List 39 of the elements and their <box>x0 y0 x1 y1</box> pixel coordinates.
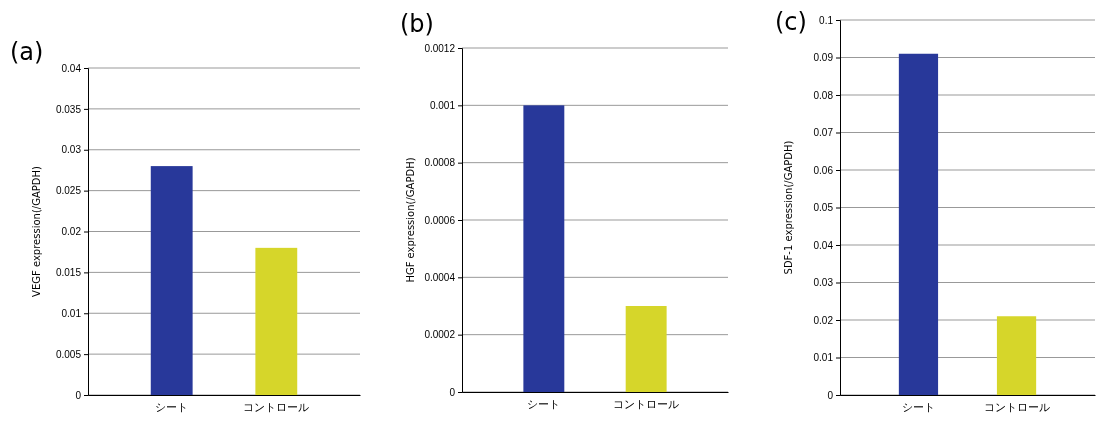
y-tick-label: 0 <box>449 386 456 398</box>
y-tick-label: 0.1 <box>819 14 834 26</box>
y-tick-label: 0.09 <box>813 52 834 64</box>
y-tick-label: 0.05 <box>813 202 834 214</box>
y-tick-label: 0.01 <box>61 307 82 319</box>
y-tick-label: 0 <box>75 389 82 401</box>
chart-title: (b) <box>400 10 434 38</box>
y-tick-label: 0.005 <box>55 348 82 360</box>
y-axis-title: VEGF expression(/GAPDH) <box>31 166 42 297</box>
y-tick-label: 0.02 <box>813 314 834 326</box>
y-tick-label: 0.035 <box>55 103 82 115</box>
y-tick-label: 0 <box>827 389 834 401</box>
chart-title: (c) <box>775 8 807 36</box>
y-tick-label: 0.04 <box>61 62 82 74</box>
y-tick-label: 0.0008 <box>424 157 456 169</box>
y-tick-label: 0.03 <box>813 277 834 289</box>
y-tick-label: 0.07 <box>813 127 834 139</box>
y-axis-title: HGF expression(/GAPDH) <box>405 157 416 283</box>
y-axis-title: SDF-1 expression(/GAPDH) <box>783 140 794 275</box>
y-tick-label: 0.0002 <box>424 329 456 341</box>
y-tick-label: 0.08 <box>813 89 834 101</box>
y-tick-label: 0.025 <box>55 185 82 197</box>
y-tick-label: 0.015 <box>55 267 82 279</box>
y-tick-label: 0.0006 <box>424 214 456 226</box>
y-tick-label: 0.04 <box>813 239 834 251</box>
x-tick-label: シート <box>901 401 935 414</box>
y-tick-label: 0.0004 <box>424 272 456 284</box>
y-tick-label: 0.03 <box>61 144 82 156</box>
y-tick-label: 0.001 <box>429 100 456 112</box>
x-tick-label: コントロール <box>613 398 680 411</box>
x-tick-label: コントロール <box>243 401 310 414</box>
chart-title: (a) <box>10 38 44 66</box>
y-tick-label: 0.01 <box>813 352 834 364</box>
y-tick-label: 0.0012 <box>424 42 456 54</box>
x-tick-label: シート <box>155 401 189 414</box>
y-tick-label: 0.02 <box>61 226 82 238</box>
x-tick-label: シート <box>527 398 561 411</box>
x-tick-label: コントロール <box>983 401 1050 414</box>
y-tick-label: 0.06 <box>813 164 834 176</box>
